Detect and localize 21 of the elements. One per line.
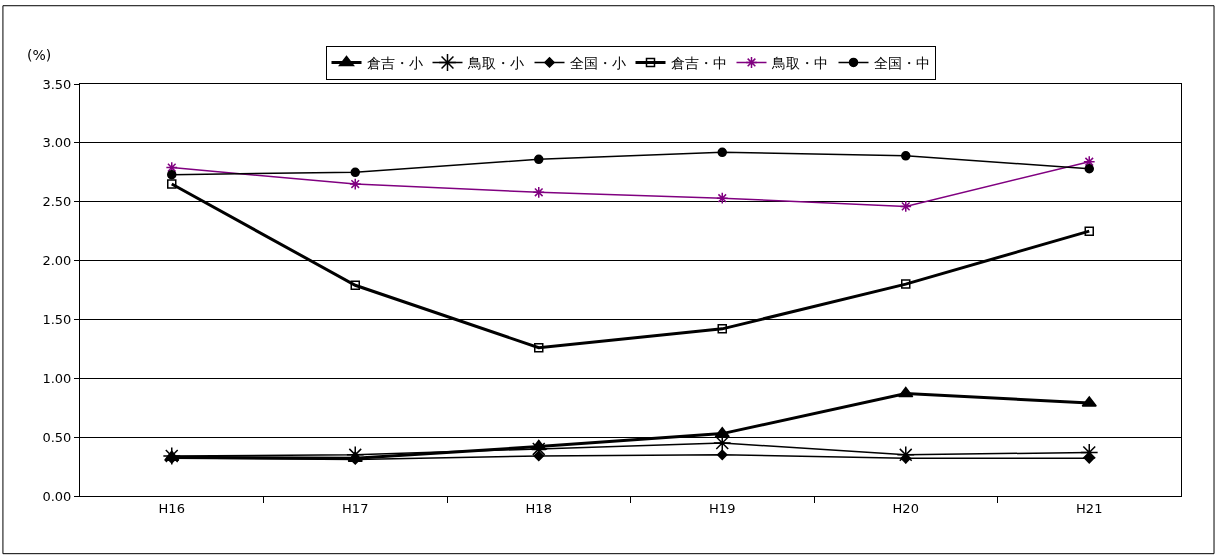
- y-tick-label: 3.50: [42, 76, 72, 92]
- x-tick-label: H18: [525, 500, 552, 516]
- legend-label: 倉吉・中: [670, 54, 727, 71]
- x-tick-label: H17: [342, 500, 369, 516]
- legend-label: 倉吉・小: [366, 54, 423, 71]
- x-tick-label: H16: [158, 500, 185, 516]
- x-tick-label: H19: [709, 500, 736, 516]
- y-axis-title: (%): [27, 47, 52, 63]
- legend-label: 全国・小: [569, 54, 626, 71]
- y-tick-label: 2.00: [42, 253, 72, 269]
- y-tick-label: 1.00: [42, 370, 72, 386]
- y-tick-label: 0.50: [42, 429, 72, 445]
- x-tick-label: H21: [1076, 500, 1103, 516]
- legend-label: 全国・中: [873, 54, 930, 71]
- y-tick-label: 3.00: [42, 135, 72, 151]
- legend-label: 鳥取・小: [466, 54, 524, 71]
- y-tick-label: 0.00: [42, 488, 72, 504]
- y-tick-label: 2.50: [42, 194, 72, 210]
- x-tick-label: H20: [892, 500, 919, 516]
- legend-label: 鳥取・中: [770, 54, 828, 71]
- y-tick-label: 1.50: [42, 311, 72, 327]
